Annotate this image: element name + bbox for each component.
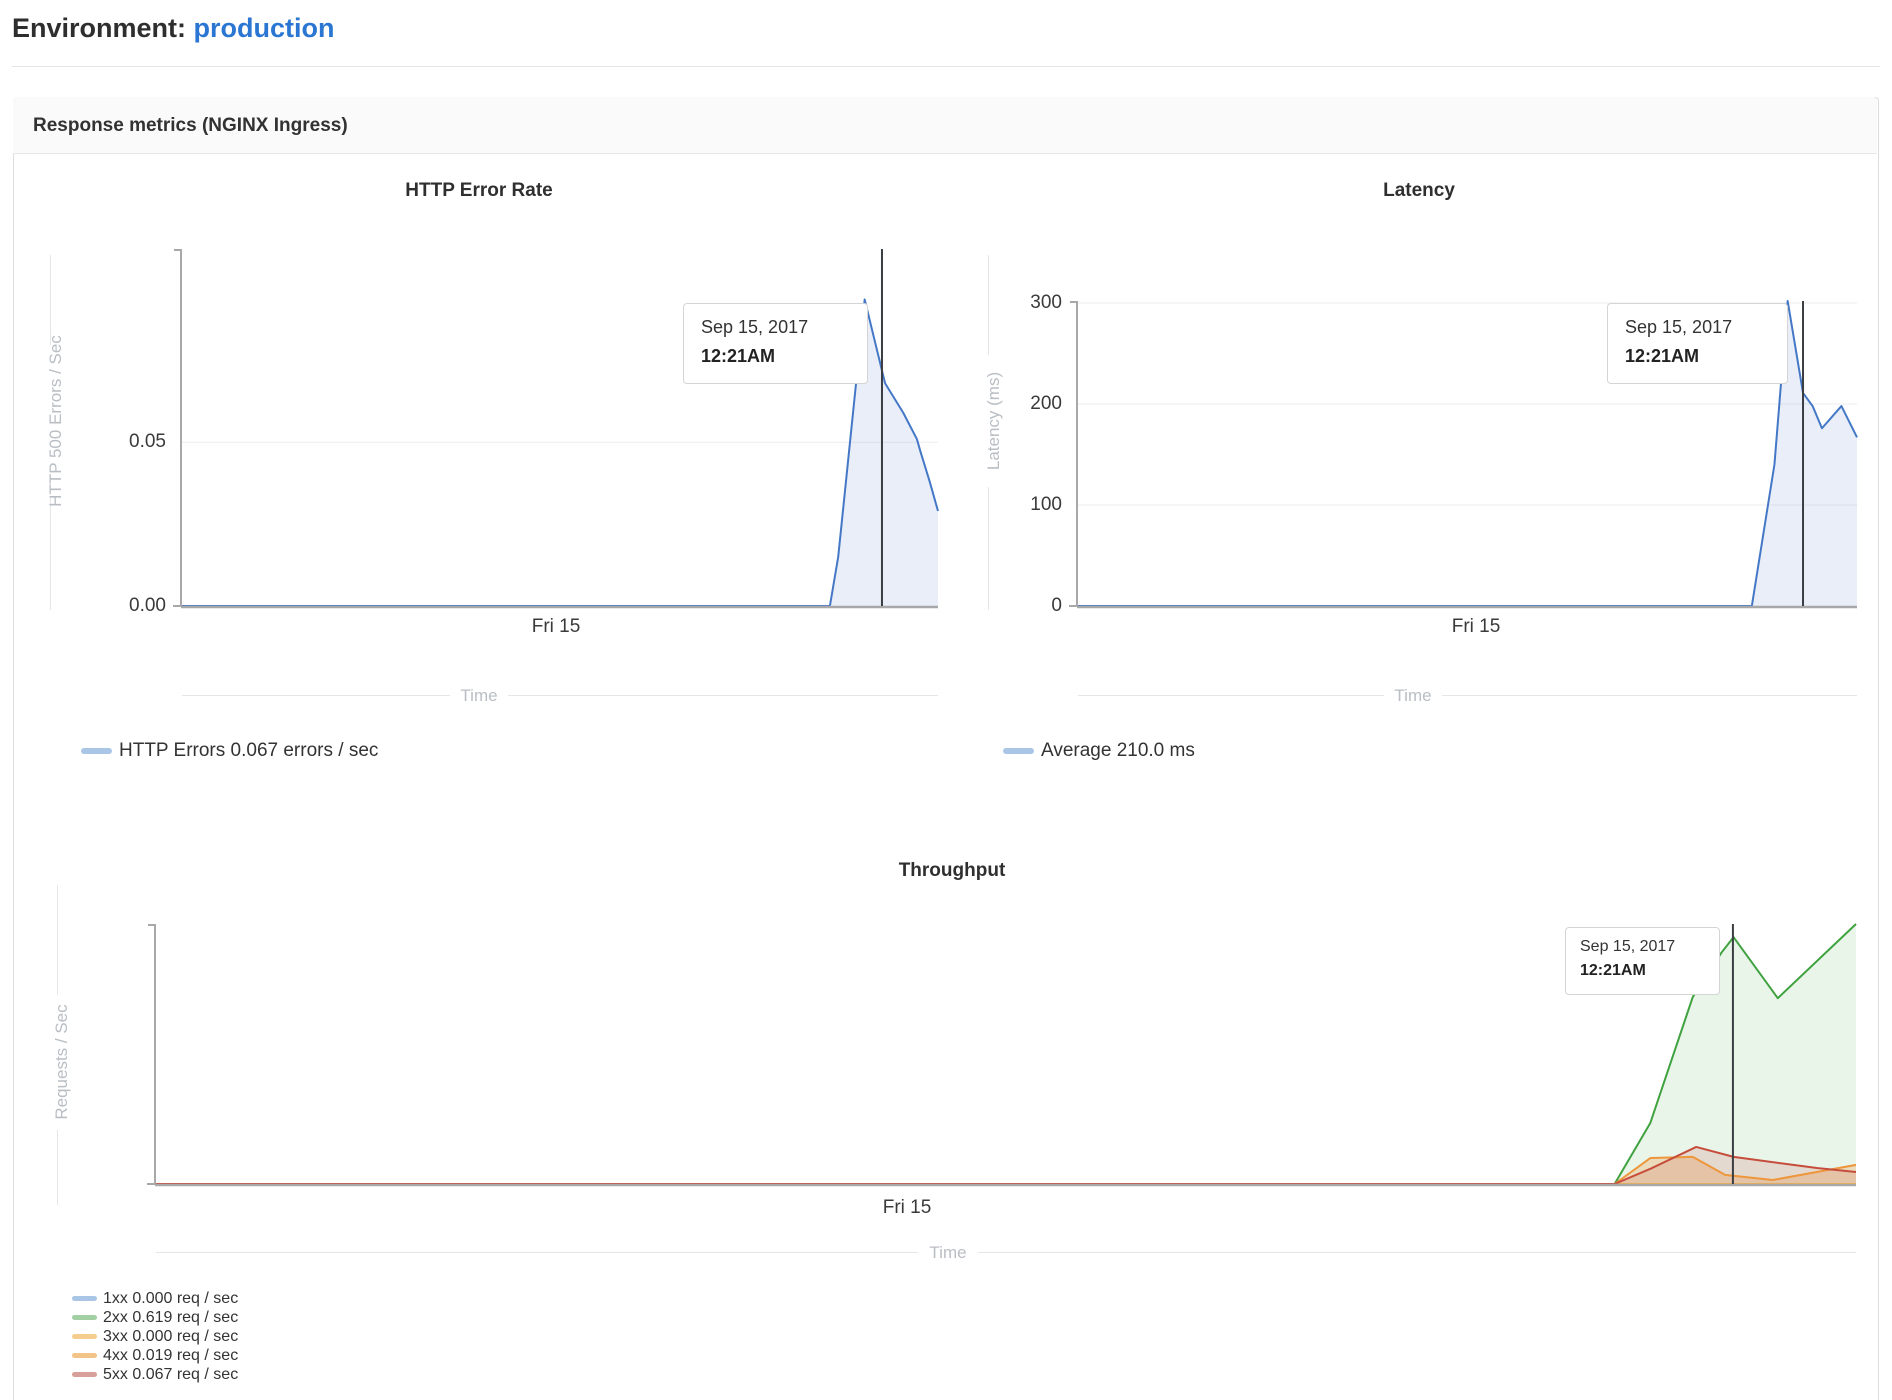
x-axis-label-time-throughput: Time (929, 1243, 967, 1262)
legend-label: Average 210.0 ms (1041, 740, 1195, 761)
header-divider (12, 66, 1880, 67)
legend-item: Average 210.0 ms (1003, 740, 1195, 762)
tooltip-time: 12:21AM (701, 346, 776, 366)
metrics-panel-header (13, 97, 1877, 154)
y-tick-label: 100 (1030, 494, 1062, 515)
y-axis-label-line (57, 885, 58, 995)
legend-item: 3xx 0.000 req / sec (72, 1327, 238, 1346)
legend-label: 3xx 0.000 req / sec (103, 1327, 239, 1345)
legend-swatch-icon (81, 748, 112, 754)
tooltip-http-error-rate: Sep 15, 2017 12:21AM (683, 303, 868, 384)
legend-latency: Average 210.0 ms (1003, 740, 1195, 762)
tooltip-time: 12:21AM (1625, 346, 1700, 366)
y-axis-label-latency: Latency (ms) (984, 371, 1003, 471)
legend-http-error-rate: HTTP Errors 0.067 errors / sec (81, 740, 378, 762)
y-axis-label-requests: Requests / Sec (52, 1004, 71, 1120)
y-axis-label-http-errors: HTTP 500 Errors / Sec (46, 335, 65, 507)
x-tick-fri15-throughput: Fri 15 (882, 1197, 932, 1218)
series-line-5xx (156, 1145, 1857, 1185)
series-area-4xx (156, 1156, 1856, 1184)
y-tick-label: 200 (1030, 393, 1062, 414)
legend-label: 5xx 0.067 req / sec (103, 1365, 239, 1383)
x-axis-label-line (508, 695, 938, 696)
x-tick-fri15-errors: Fri 15 (531, 616, 581, 637)
x-tick-fri15-latency: Fri 15 (1451, 616, 1501, 637)
y-axis-label-line (988, 255, 989, 355)
legend-swatch-icon (72, 1334, 97, 1339)
tooltip-throughput: Sep 15, 2017 12:21AM (1565, 927, 1720, 995)
chart-title-latency: Latency (1383, 180, 1455, 201)
y-tick-label: 0 (1051, 595, 1062, 616)
tooltip-date: Sep 15, 2017 (1580, 938, 1676, 955)
tooltip-date: Sep 15, 2017 (1625, 317, 1733, 337)
environment-label: Environment: (12, 13, 187, 43)
tooltip-date: Sep 15, 2017 (701, 317, 809, 337)
series-line-4xx (156, 1155, 1857, 1185)
legend-throughput: 1xx 0.000 req / sec 2xx 0.619 req / sec 3x… (72, 1289, 238, 1384)
legend-label: 1xx 0.000 req / sec (103, 1289, 239, 1307)
x-axis-label-line (978, 1252, 1856, 1253)
environment-link[interactable]: production (193, 13, 335, 43)
legend-swatch-icon (72, 1372, 97, 1377)
x-axis-label-line (1442, 695, 1857, 696)
legend-swatch-icon (72, 1315, 97, 1320)
x-axis-label-line (156, 1252, 918, 1253)
page-title: Environment: production (12, 13, 335, 44)
tooltip-latency: Sep 15, 2017 12:21AM (1607, 303, 1788, 384)
legend-item: 1xx 0.000 req / sec (72, 1289, 238, 1308)
legend-swatch-icon (72, 1353, 97, 1358)
x-axis-label-line (182, 695, 450, 696)
x-axis-label-line (1078, 695, 1384, 696)
metrics-panel-title: Response metrics (NGINX Ingress) (33, 115, 348, 136)
y-axis-label-line (50, 255, 51, 345)
series-line-HTTP Errors (182, 298, 939, 607)
legend-item: 2xx 0.619 req / sec (72, 1308, 238, 1327)
y-axis-label-line (50, 497, 51, 610)
y-tick-label: 0.00 (129, 595, 166, 616)
chart-title-throughput: Throughput (898, 860, 1006, 881)
x-axis-label-time-latency: Time (1394, 686, 1432, 705)
legend-item: 5xx 0.067 req / sec (72, 1365, 238, 1384)
legend-label: 4xx 0.019 req / sec (103, 1346, 239, 1364)
metrics-panel (13, 97, 1879, 1400)
y-tick-label: 0.05 (129, 431, 166, 453)
y-axis-label-line (57, 1130, 58, 1205)
x-axis-label-time-errors: Time (460, 686, 498, 705)
legend-label: HTTP Errors 0.067 errors / sec (119, 740, 379, 761)
y-axis-label-line (988, 487, 989, 610)
legend-label: 2xx 0.619 req / sec (103, 1308, 239, 1326)
legend-swatch-icon (1003, 748, 1034, 754)
legend-swatch-icon (72, 1296, 97, 1301)
series-area-5xx (156, 1146, 1856, 1184)
chart-title-http-error-rate: HTTP Error Rate (405, 180, 553, 201)
y-tick-label: 300 (1030, 292, 1062, 314)
tooltip-time: 12:21AM (1580, 962, 1646, 979)
legend-item: HTTP Errors 0.067 errors / sec (81, 740, 378, 762)
legend-item: 4xx 0.019 req / sec (72, 1346, 238, 1365)
series-area-Average (1078, 301, 1857, 606)
